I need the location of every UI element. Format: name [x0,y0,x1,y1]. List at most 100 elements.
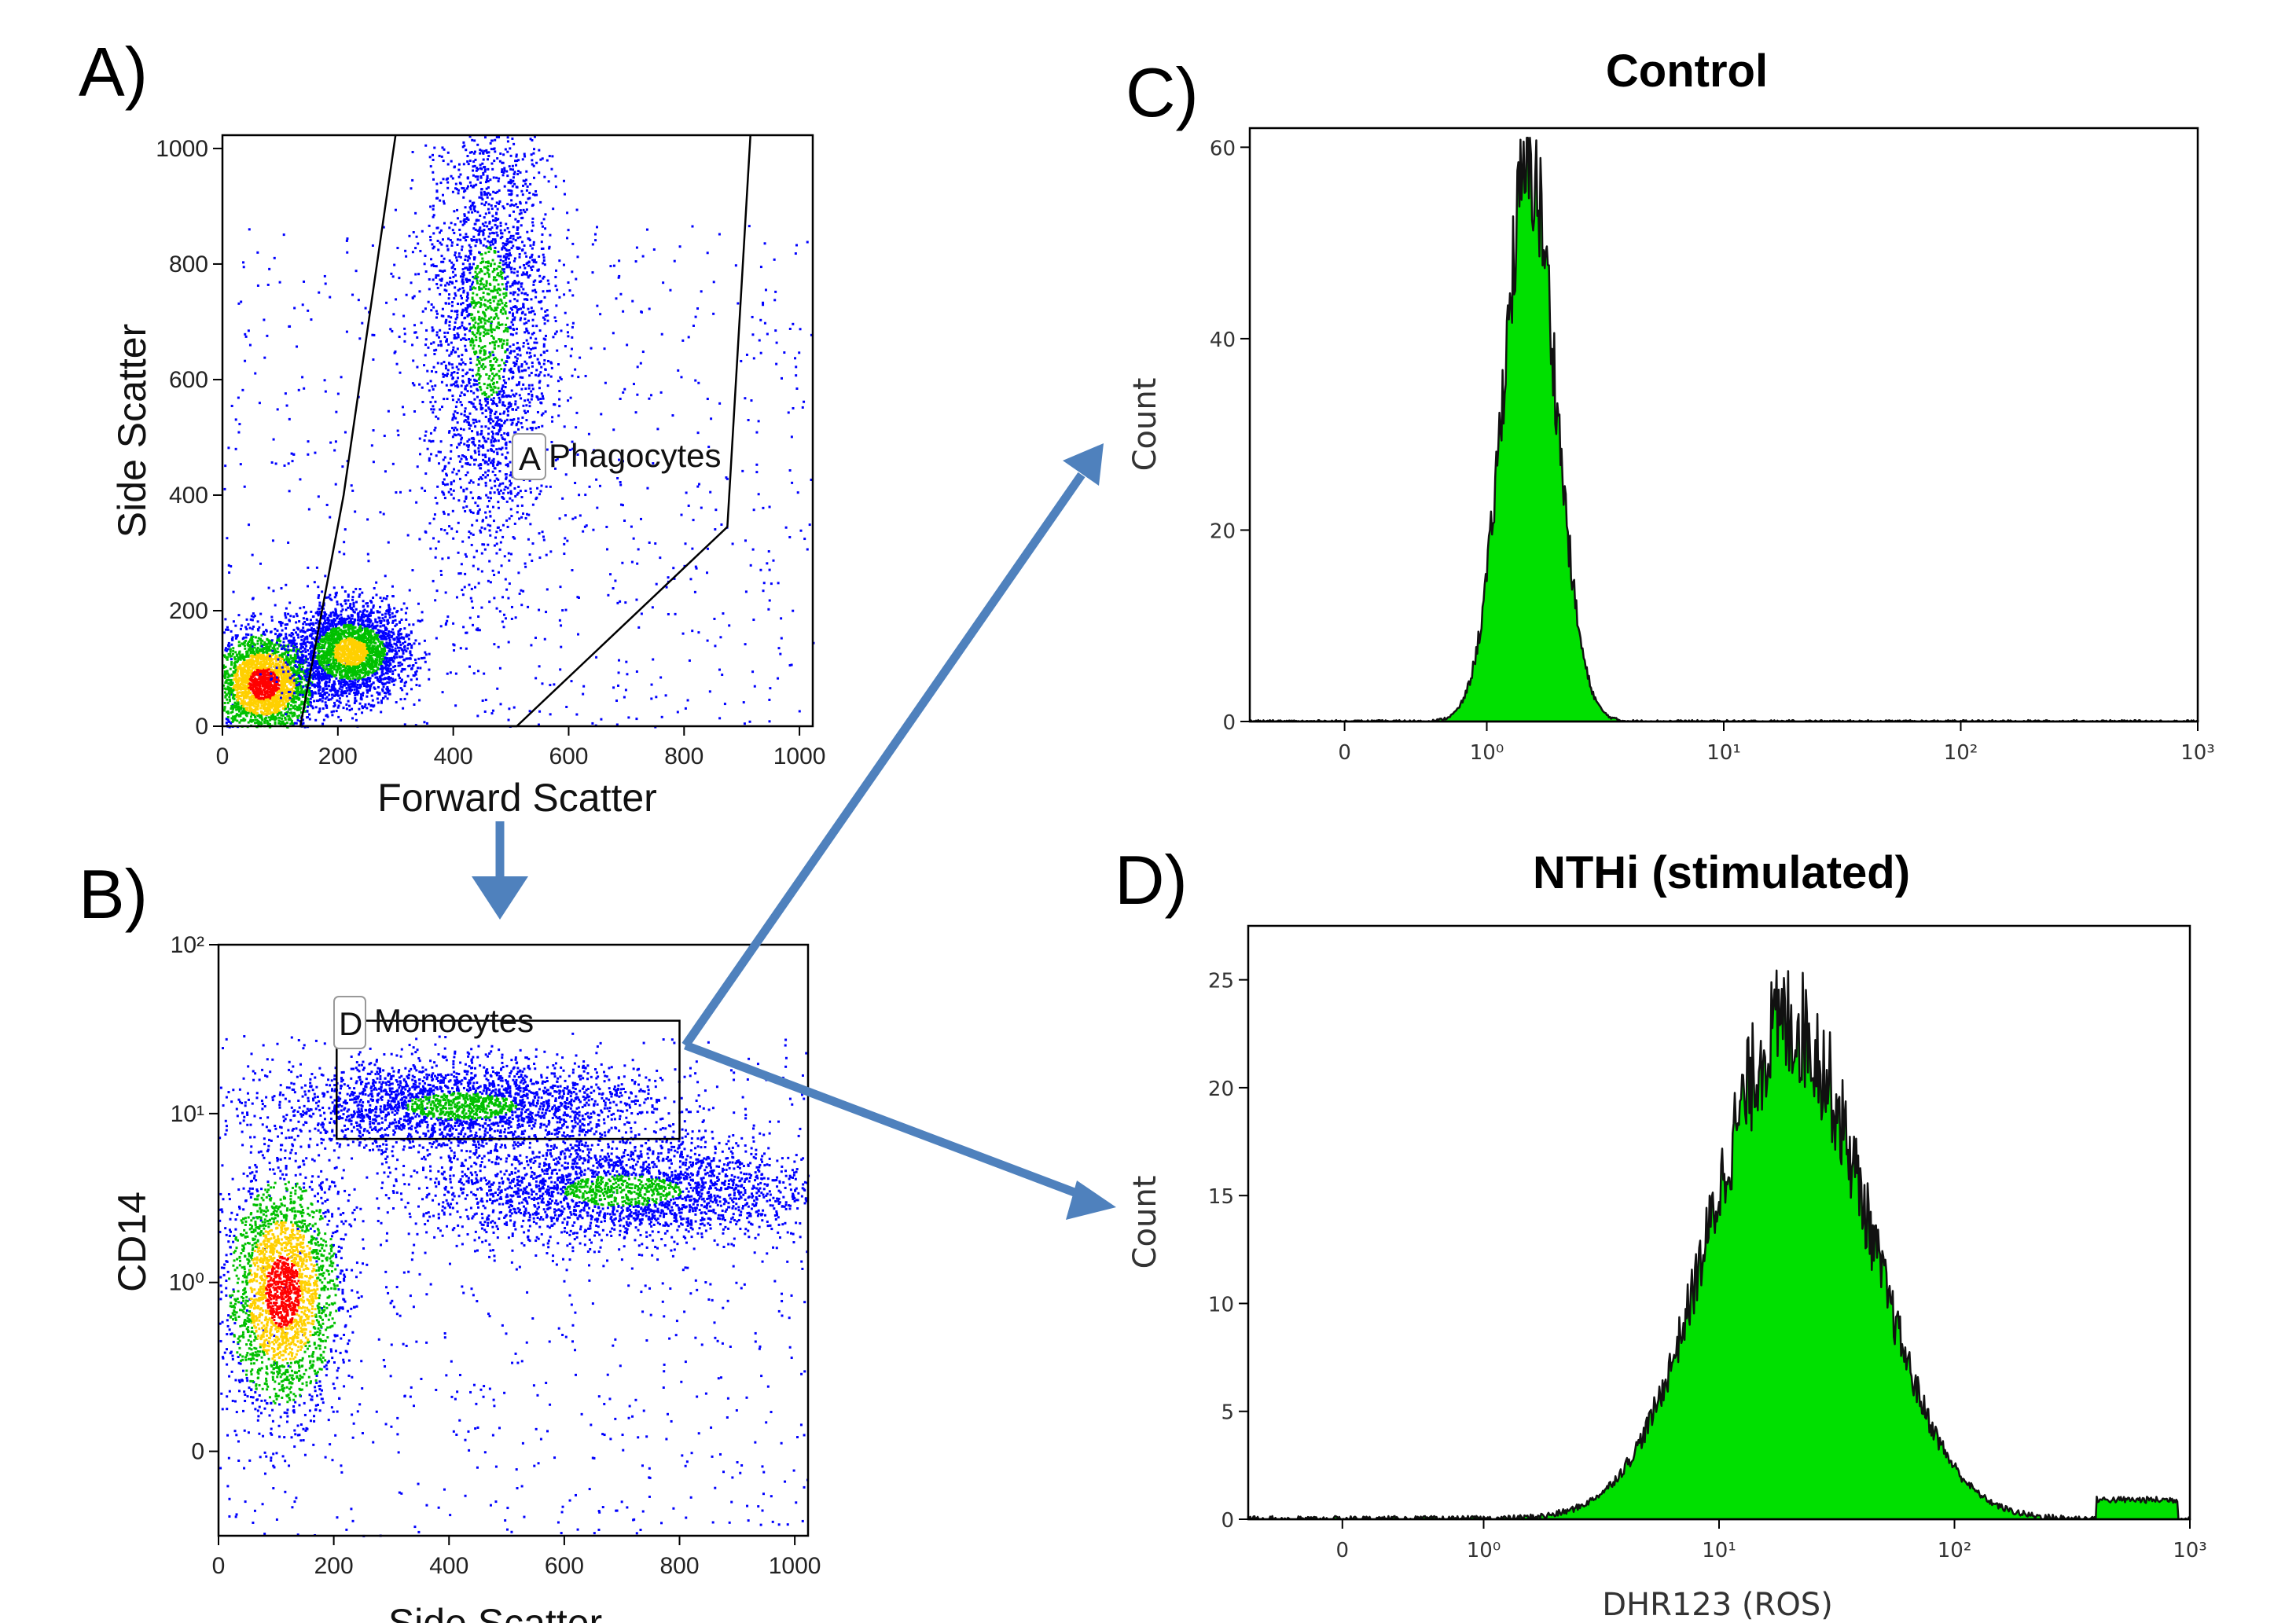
scatter-point [386,609,389,612]
scatter-point [370,635,373,638]
scatter-point [399,698,402,701]
scatter-point [402,314,406,318]
scatter-point [316,610,319,613]
scatter-point [267,666,270,669]
scatter-point [637,548,640,551]
scatter-point [252,642,255,645]
scatter-point [391,628,395,631]
scatter-point [253,705,256,708]
scatter-point [250,663,253,666]
scatter-point [494,474,497,477]
scatter-point [315,619,318,622]
scatter-point [281,678,284,681]
scatter-point [443,331,446,334]
scatter-point [725,476,728,479]
scatter-point [709,490,712,494]
scatter-point [340,660,343,663]
scatter-point [767,550,770,553]
scatter-point [574,368,577,371]
scatter-point [244,693,247,696]
scatter-point [281,721,284,724]
scatter-point [226,676,230,679]
scatter-point [310,610,313,613]
scatter-point [361,705,364,708]
scatter-point [263,672,266,675]
scatter-point [283,464,286,467]
scatter-point [304,670,307,674]
scatter-point [303,643,306,646]
scatter-point [564,514,567,517]
scatter-point [367,560,370,563]
scatter-point [328,614,331,617]
scatter-point [281,655,284,659]
scatter-point [371,647,374,650]
scatter-point [325,665,329,668]
scatter-point [237,659,240,663]
scatter-point [511,499,514,502]
scatter-point [706,639,709,642]
scatter-point [232,719,235,722]
scatter-point [256,683,259,686]
scatter-point [286,652,289,655]
scatter-point [362,623,365,626]
scatter-point [350,655,353,658]
scatter-point [235,706,238,709]
scatter-point [223,707,226,710]
scatter-point [277,650,280,653]
scatter-point [409,489,412,492]
scatter-point [255,705,259,708]
scatter-point [382,685,385,688]
scatter-point [236,684,239,687]
scatter-point [330,619,333,622]
scatter-point [270,619,274,622]
scatter-point [645,228,648,231]
scatter-point [270,641,273,644]
scatter-point [387,608,390,611]
scatter-point [294,660,297,663]
scatter-point [254,654,257,657]
scatter-point [419,666,422,670]
scatter-point [428,652,431,655]
scatter-point [538,710,542,713]
scatter-point [223,706,226,709]
scatter-point [369,704,373,707]
scatter-point [283,707,286,711]
scatter-point [267,701,270,704]
scatter-point [790,663,793,666]
scatter-point [564,608,568,611]
scatter-point [243,687,246,690]
scatter-point [381,688,384,691]
scatter-point [256,707,259,711]
scatter-point [323,617,326,620]
scatter-point [286,663,289,666]
scatter-point [292,453,296,456]
scatter-point [259,639,263,642]
scatter-point [364,670,367,674]
scatter-point [752,357,755,360]
scatter-point [336,641,340,644]
scatter-point [332,674,336,677]
scatter-point [366,553,369,556]
scatter-point [269,682,272,685]
scatter-point [299,663,302,666]
scatter-point [400,618,403,621]
scatter-point [239,627,242,630]
scatter-point [281,714,285,717]
scatter-point [286,703,289,706]
scatter-point [279,668,282,671]
scatter-point [239,664,242,667]
scatter-point [356,632,359,635]
scatter-point [331,683,334,686]
scatter-point [248,702,252,705]
scatter-point [288,639,292,642]
scatter-point [350,658,353,661]
scatter-point [244,664,247,667]
scatter-point [351,607,354,610]
scatter-point [315,647,318,650]
scatter-point [270,678,273,681]
scatter-point [325,622,329,625]
scatter-point [285,713,288,716]
scatter-point [481,543,484,546]
scatter-point [252,691,255,694]
scatter-point [330,642,333,645]
